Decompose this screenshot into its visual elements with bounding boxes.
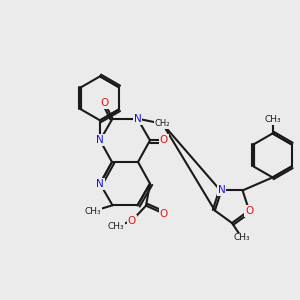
Text: O: O bbox=[160, 209, 168, 219]
Text: CH₃: CH₃ bbox=[84, 207, 101, 216]
Text: CH₃: CH₃ bbox=[234, 233, 250, 242]
Text: O: O bbox=[100, 98, 109, 108]
Text: CH₃: CH₃ bbox=[264, 115, 281, 124]
Text: O: O bbox=[160, 135, 168, 145]
Text: N: N bbox=[96, 135, 104, 145]
Text: N: N bbox=[218, 185, 225, 195]
Text: N: N bbox=[134, 114, 141, 124]
Text: O: O bbox=[245, 206, 253, 216]
Text: O: O bbox=[128, 216, 136, 226]
Text: N: N bbox=[96, 179, 104, 189]
Text: CH₃: CH₃ bbox=[108, 222, 124, 231]
Text: CH₂: CH₂ bbox=[155, 119, 170, 128]
